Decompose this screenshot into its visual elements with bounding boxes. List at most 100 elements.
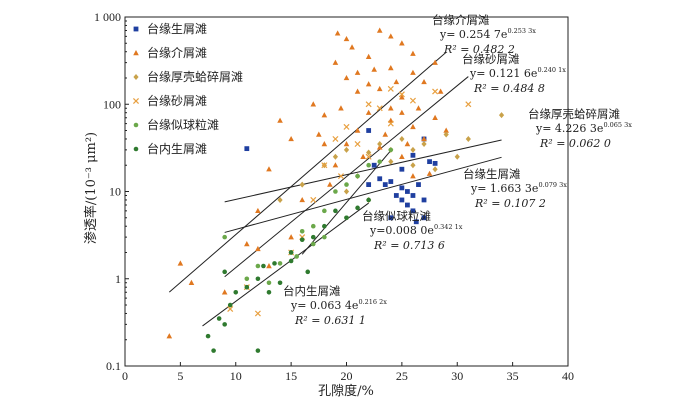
data-point (393, 193, 399, 198)
x-axis-title: 孔隙度/% (318, 383, 374, 399)
x-tick-label: 10 (230, 369, 242, 383)
data-point (343, 141, 350, 147)
data-point (211, 348, 216, 353)
data-point (321, 162, 328, 169)
data-point (387, 120, 394, 127)
fit-line (224, 139, 502, 203)
data-point (377, 141, 383, 148)
axis-ticks: 0 5 10 15 20 25 30 35 40 0.1 1 10 100 1 000 (94, 10, 574, 383)
fit-r2: R² = 0.713 6 (373, 239, 445, 252)
data-point (310, 234, 316, 240)
data-point (432, 160, 438, 166)
data-point (266, 263, 272, 269)
data-point (255, 263, 261, 269)
data-point (294, 254, 299, 259)
data-point (399, 109, 405, 115)
fit-title: 台缘砂屑滩 (462, 52, 520, 66)
data-point (410, 173, 416, 179)
data-point (410, 123, 416, 130)
fit-title: 台缘介屑滩 (432, 13, 490, 27)
series-1-points (166, 27, 449, 339)
fit-title: 台缘似球粒滩 (362, 209, 431, 223)
fit-r2: R² = 0.107 2 (474, 197, 546, 210)
marker-stroke (398, 91, 405, 98)
marker-stroke (310, 196, 317, 203)
marker-stroke (254, 310, 261, 317)
data-point (216, 316, 222, 321)
data-point (343, 123, 350, 130)
data-point (255, 245, 261, 252)
legend-label: 台内生屑滩 (147, 141, 207, 156)
x-tick-label: 35 (507, 369, 519, 383)
marker-stroke (387, 120, 394, 127)
data-point (376, 85, 383, 92)
data-point (266, 280, 272, 286)
data-point (244, 146, 250, 152)
data-point (343, 74, 350, 81)
marker-stroke (465, 101, 472, 108)
data-point (399, 94, 405, 100)
data-point (277, 280, 283, 286)
x-tick-label: 25 (396, 369, 408, 383)
data-point (437, 88, 444, 94)
data-point (388, 33, 394, 39)
data-point (255, 207, 261, 214)
data-point (376, 27, 383, 33)
data-point (344, 215, 349, 221)
data-point (443, 131, 449, 138)
data-point (333, 208, 338, 214)
data-point (338, 105, 344, 111)
data-point (421, 215, 427, 221)
data-point (177, 260, 184, 266)
data-point (288, 135, 294, 142)
data-point (366, 197, 371, 203)
data-point (333, 189, 338, 194)
y-tick-label: 1 000 (94, 10, 121, 24)
data-point (205, 333, 211, 339)
fit-title: 台缘厚壳蛤碎屑滩 (528, 107, 620, 121)
legend-label: 台缘厚壳蛤碎屑滩 (147, 69, 243, 84)
fit-equation: y=0.008 0e0.342 1x (369, 223, 463, 237)
data-point (188, 279, 195, 285)
data-point (277, 196, 283, 203)
data-point (310, 101, 317, 107)
data-point (288, 234, 294, 240)
fit-equation: y= 0.121 6e0.240 1x (469, 66, 566, 80)
data-point (354, 127, 361, 133)
y-tick-label: 0.1 (106, 359, 121, 373)
data-point (254, 310, 261, 317)
data-point (399, 185, 405, 191)
data-point (222, 322, 227, 327)
data-point (277, 117, 283, 123)
x-tick-label: 30 (451, 369, 463, 383)
legend-marker (133, 26, 139, 32)
data-point (410, 193, 416, 198)
data-point (405, 202, 410, 208)
data-point (327, 181, 333, 187)
data-point (366, 128, 372, 133)
data-point (382, 182, 388, 187)
data-point (299, 196, 305, 203)
data-point (310, 196, 317, 203)
data-point (365, 53, 372, 59)
data-points (166, 27, 505, 353)
data-point (405, 189, 410, 194)
data-point (322, 208, 327, 214)
data-point (261, 263, 266, 269)
data-point (332, 135, 339, 142)
data-point (277, 261, 283, 266)
data-point (343, 146, 350, 153)
data-point (426, 170, 433, 176)
data-point (415, 105, 422, 111)
data-point (399, 153, 405, 159)
data-point (388, 179, 394, 184)
data-point (266, 166, 272, 172)
data-point (443, 127, 449, 133)
marker-stroke (387, 85, 394, 92)
marker-stroke (132, 97, 140, 105)
marker-stroke (365, 101, 372, 108)
data-point (432, 114, 438, 120)
